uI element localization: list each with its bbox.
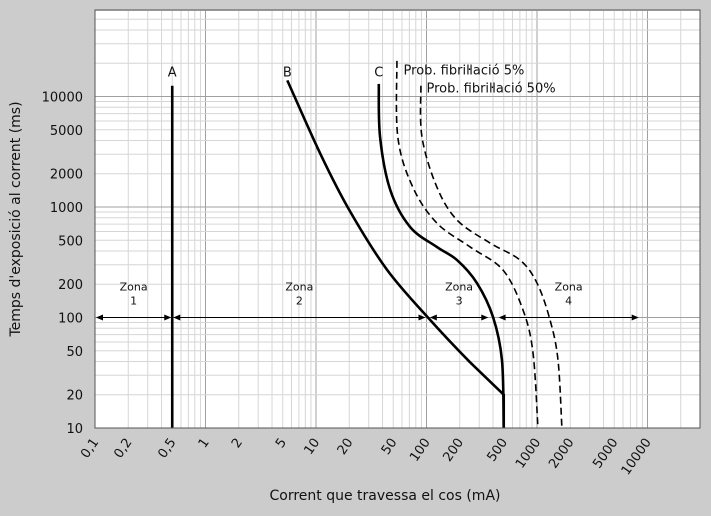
- series-label: Prob. fibriŀlació 50%: [427, 82, 556, 97]
- series-label: A: [168, 65, 177, 80]
- x-tick-label: 100: [407, 436, 434, 465]
- x-tick-label: 500: [484, 436, 511, 465]
- x-tick-label: 5: [273, 436, 290, 451]
- x-tick-label: 20: [335, 436, 357, 458]
- zone-label: Zona: [555, 281, 583, 294]
- plot-border: [94, 9, 701, 429]
- zone-number: 4: [565, 295, 572, 308]
- y-tick-label: 100: [58, 312, 83, 327]
- grid: [95, 10, 700, 428]
- plot-area: [95, 10, 700, 428]
- y-tick-label: 1000: [50, 201, 83, 216]
- x-tick-label: 0,5: [155, 436, 179, 462]
- y-axis-label: Temps d'exposició al corrent (ms): [8, 101, 24, 337]
- series-line-2: [377, 83, 506, 429]
- y-tick-label: 10000: [42, 91, 83, 106]
- y-tick-labels: 10 20 50 100 200 500 1000 2000 5000 10000: [42, 91, 83, 438]
- y-tick-label: 2000: [50, 168, 83, 183]
- zone-label: Zona: [285, 281, 313, 294]
- arrowhead-right-icon: [481, 314, 489, 321]
- x-tick-label: 1: [196, 436, 213, 451]
- zone-number: 1: [130, 295, 137, 308]
- arrowhead-right-icon: [164, 314, 172, 321]
- x-tick-label: 0,2: [111, 436, 135, 462]
- series-label: Prob. fibriŀlació 5%: [404, 64, 525, 79]
- zone-label: Zona: [445, 281, 473, 294]
- y-tick-label: 20: [66, 389, 83, 404]
- x-tick-label: 2: [229, 436, 246, 451]
- series-label: B: [283, 65, 292, 80]
- y-tick-label: 5000: [50, 124, 83, 139]
- y-tick-label: 50: [66, 345, 83, 360]
- zone-number: 3: [456, 295, 463, 308]
- x-axis-label: Corrent que travessa el cos (mA): [270, 488, 501, 504]
- x-tick-label: 50: [379, 436, 401, 458]
- y-tick-label: 200: [58, 278, 83, 293]
- series: A B C Prob. fibriŀlació 5% Prob. fibriŀlació…: [168, 60, 563, 429]
- series-label: C: [374, 65, 383, 80]
- x-tick-label: 0,1: [78, 436, 102, 462]
- x-tick-label: 2000: [546, 436, 577, 472]
- arrowhead-right-icon: [631, 314, 639, 321]
- series-line-3: [395, 60, 539, 429]
- arrowhead-right-icon: [418, 314, 426, 321]
- series-line-1: [286, 79, 506, 428]
- arrowhead-left-icon: [96, 314, 103, 321]
- y-tick-label: 500: [58, 234, 83, 249]
- y-tick-label: 10: [66, 422, 83, 437]
- x-tick-label: 5000: [590, 436, 621, 472]
- zone-number: 2: [296, 295, 303, 308]
- arrowhead-left-icon: [173, 314, 181, 321]
- series-line-4: [419, 85, 563, 429]
- x-tick-label: 200: [441, 436, 468, 465]
- zone-label: Zona: [120, 281, 148, 294]
- x-tick-label: 1000: [513, 436, 544, 472]
- x-tick-label: 10000: [619, 436, 655, 478]
- x-tick-labels: 0,1 0,2 0,5 1 2 5 10 20 50 100 200 500 1000 2000 50001…: [78, 436, 655, 478]
- x-tick-label: 10: [301, 436, 323, 458]
- arrowhead-left-icon: [429, 314, 437, 321]
- arrowhead-left-icon: [498, 314, 506, 321]
